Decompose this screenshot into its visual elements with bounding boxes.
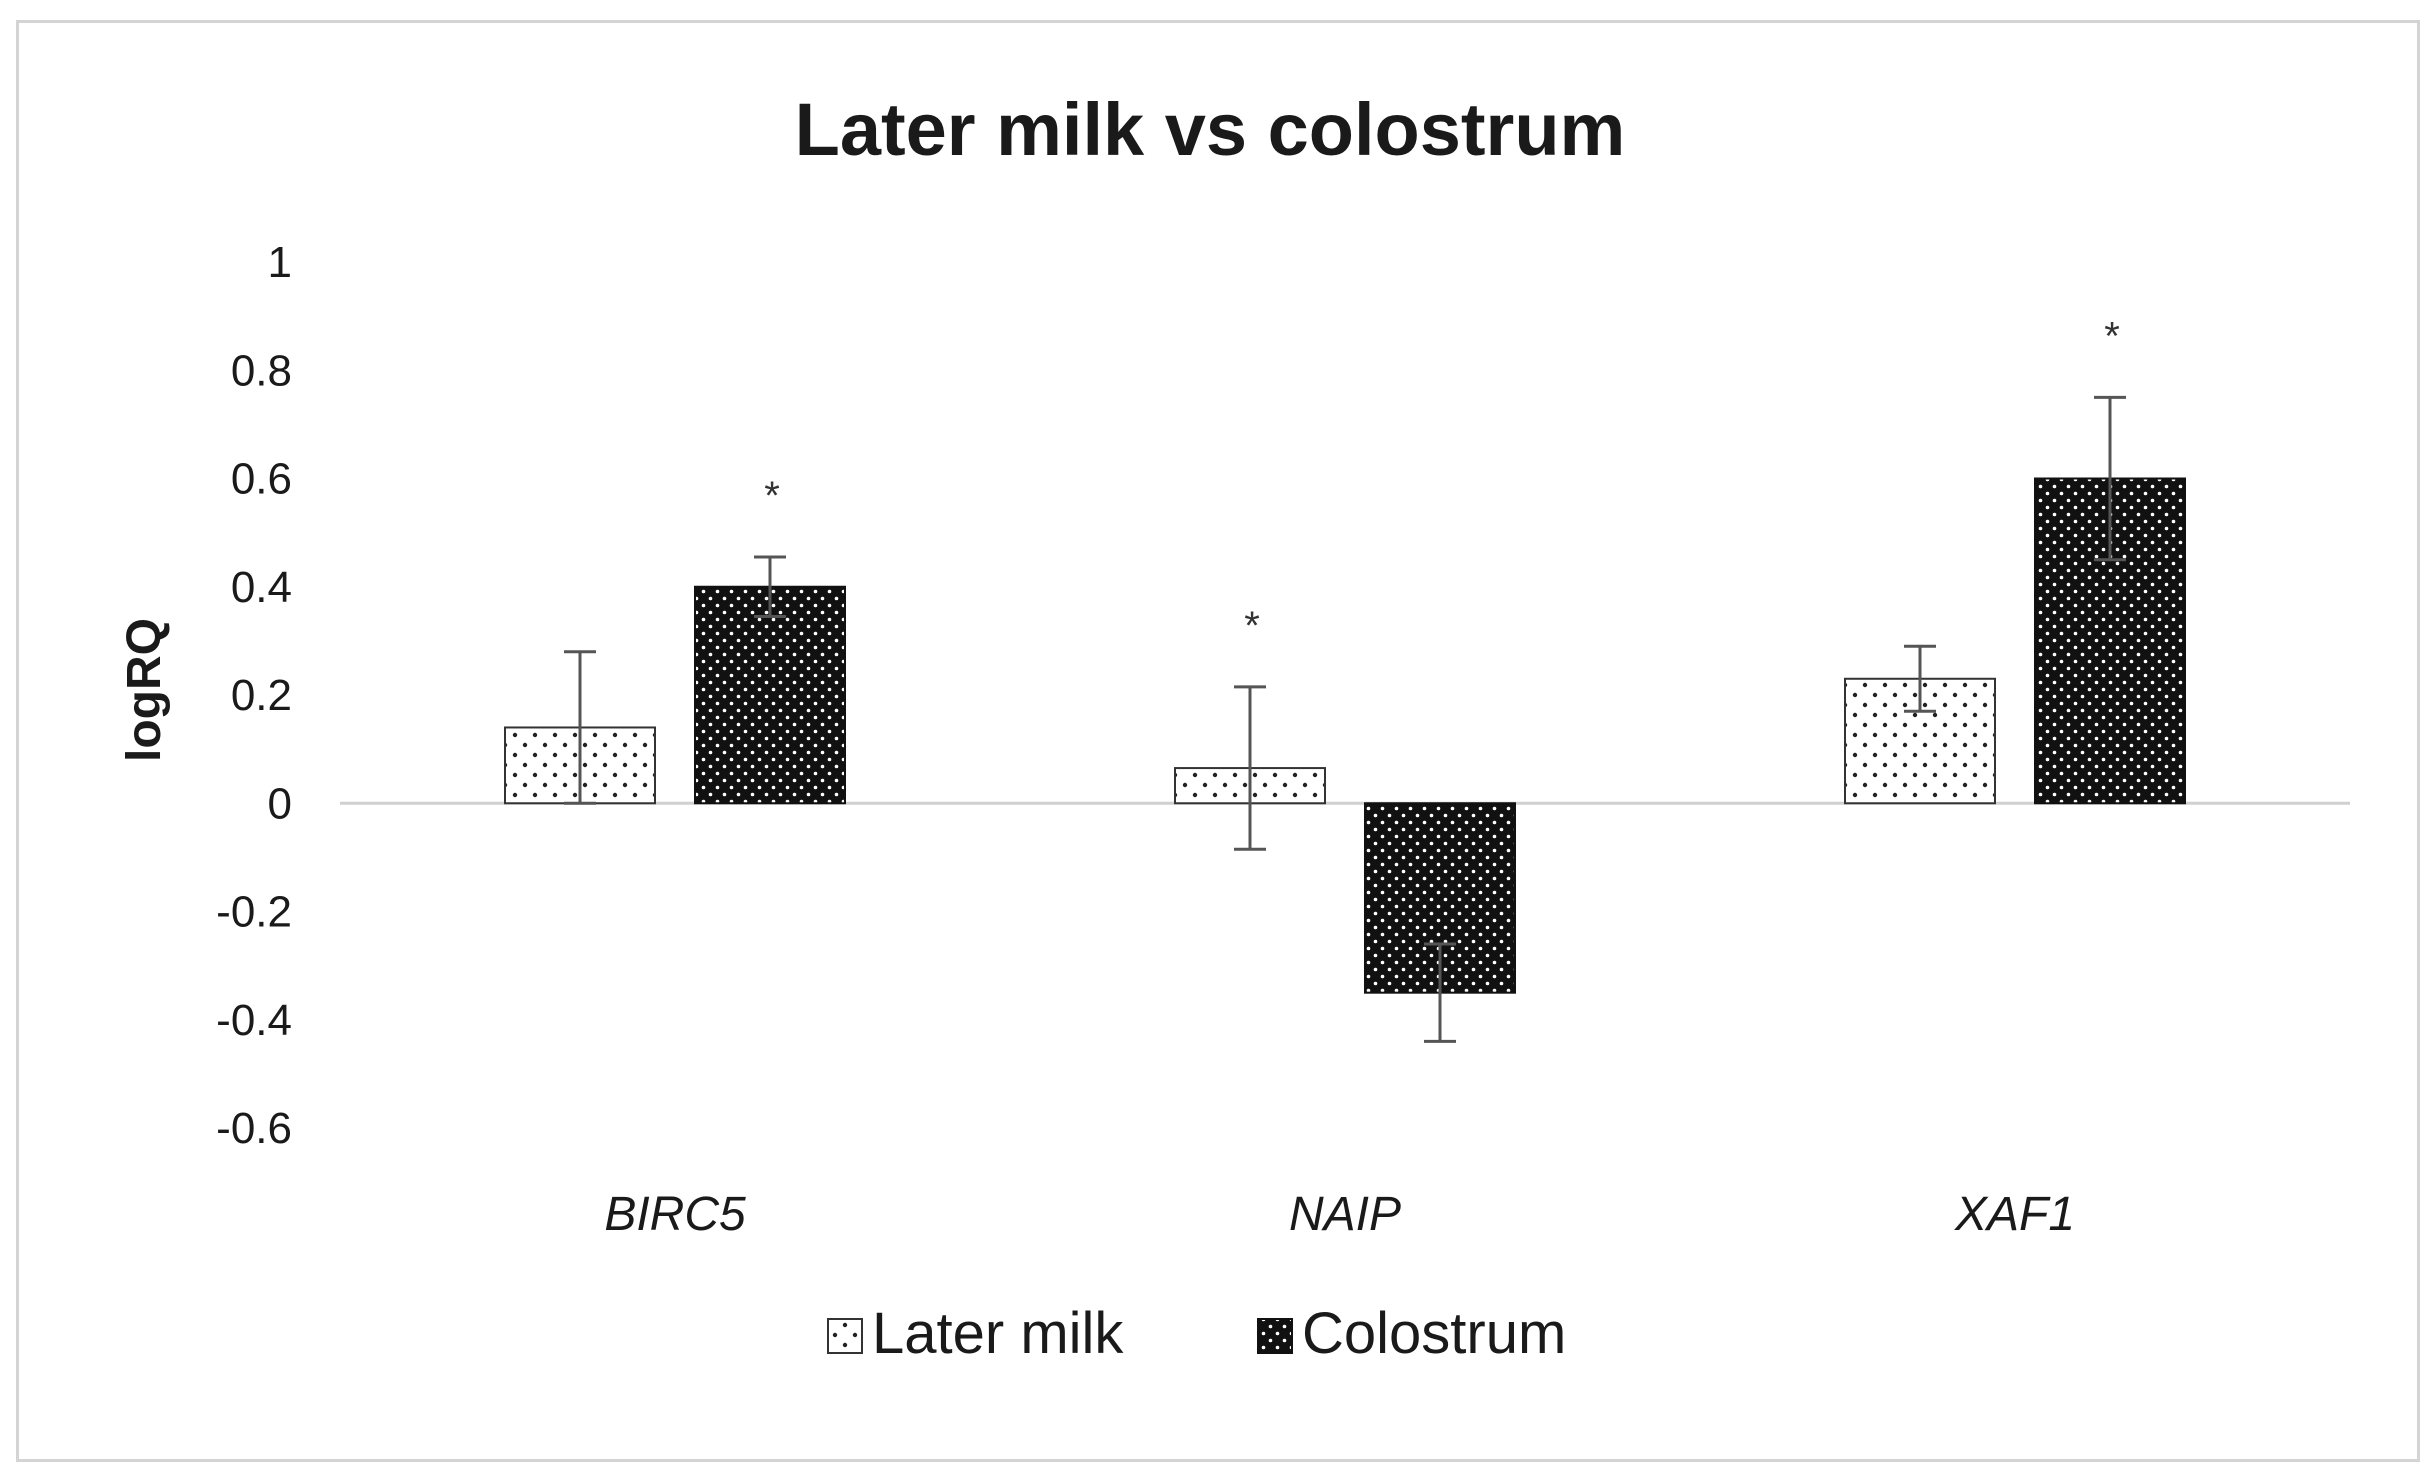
- error-bar: [1424, 942, 1456, 1043]
- error-bar: [1904, 644, 1936, 713]
- y-tick-label: 0.2: [231, 671, 292, 720]
- y-tick-label: -0.4: [216, 996, 292, 1045]
- y-tick-label: 0.8: [231, 346, 292, 395]
- y-tick-label: -0.2: [216, 888, 292, 937]
- x-tick-label: NAIP: [1289, 1188, 1401, 1241]
- chart-frame: [16, 20, 2420, 1462]
- legend-swatch: [827, 1318, 863, 1354]
- legend-label: Colostrum: [1302, 1301, 1566, 1366]
- y-tick-label: 1: [268, 238, 292, 287]
- significance-star: *: [764, 474, 780, 518]
- significance-star: *: [1244, 604, 1260, 648]
- error-bar: [754, 555, 786, 619]
- x-tick-label: BIRC5: [604, 1188, 746, 1241]
- y-axis-label: logRQ: [118, 618, 171, 762]
- error-bar: [564, 650, 596, 805]
- legend-item: Colostrum: [1257, 1301, 1566, 1366]
- chart-title: Later milk vs colostrum: [795, 88, 1626, 171]
- y-tick-label: 0.6: [231, 455, 292, 504]
- legend-swatch: [1257, 1318, 1293, 1354]
- significance-star: *: [2104, 314, 2120, 358]
- bar-birc5-colostrum: [694, 585, 846, 805]
- y-tick-label: 0.4: [231, 563, 292, 612]
- y-tick-label: -0.6: [216, 1104, 292, 1153]
- legend-item: Later milk: [827, 1301, 1124, 1366]
- legend-label: Later milk: [872, 1301, 1124, 1366]
- error-bar: [1234, 685, 1266, 851]
- y-tick-label: 0: [268, 779, 292, 828]
- x-tick-label: XAF1: [1954, 1188, 2075, 1241]
- error-bar: [2094, 395, 2126, 562]
